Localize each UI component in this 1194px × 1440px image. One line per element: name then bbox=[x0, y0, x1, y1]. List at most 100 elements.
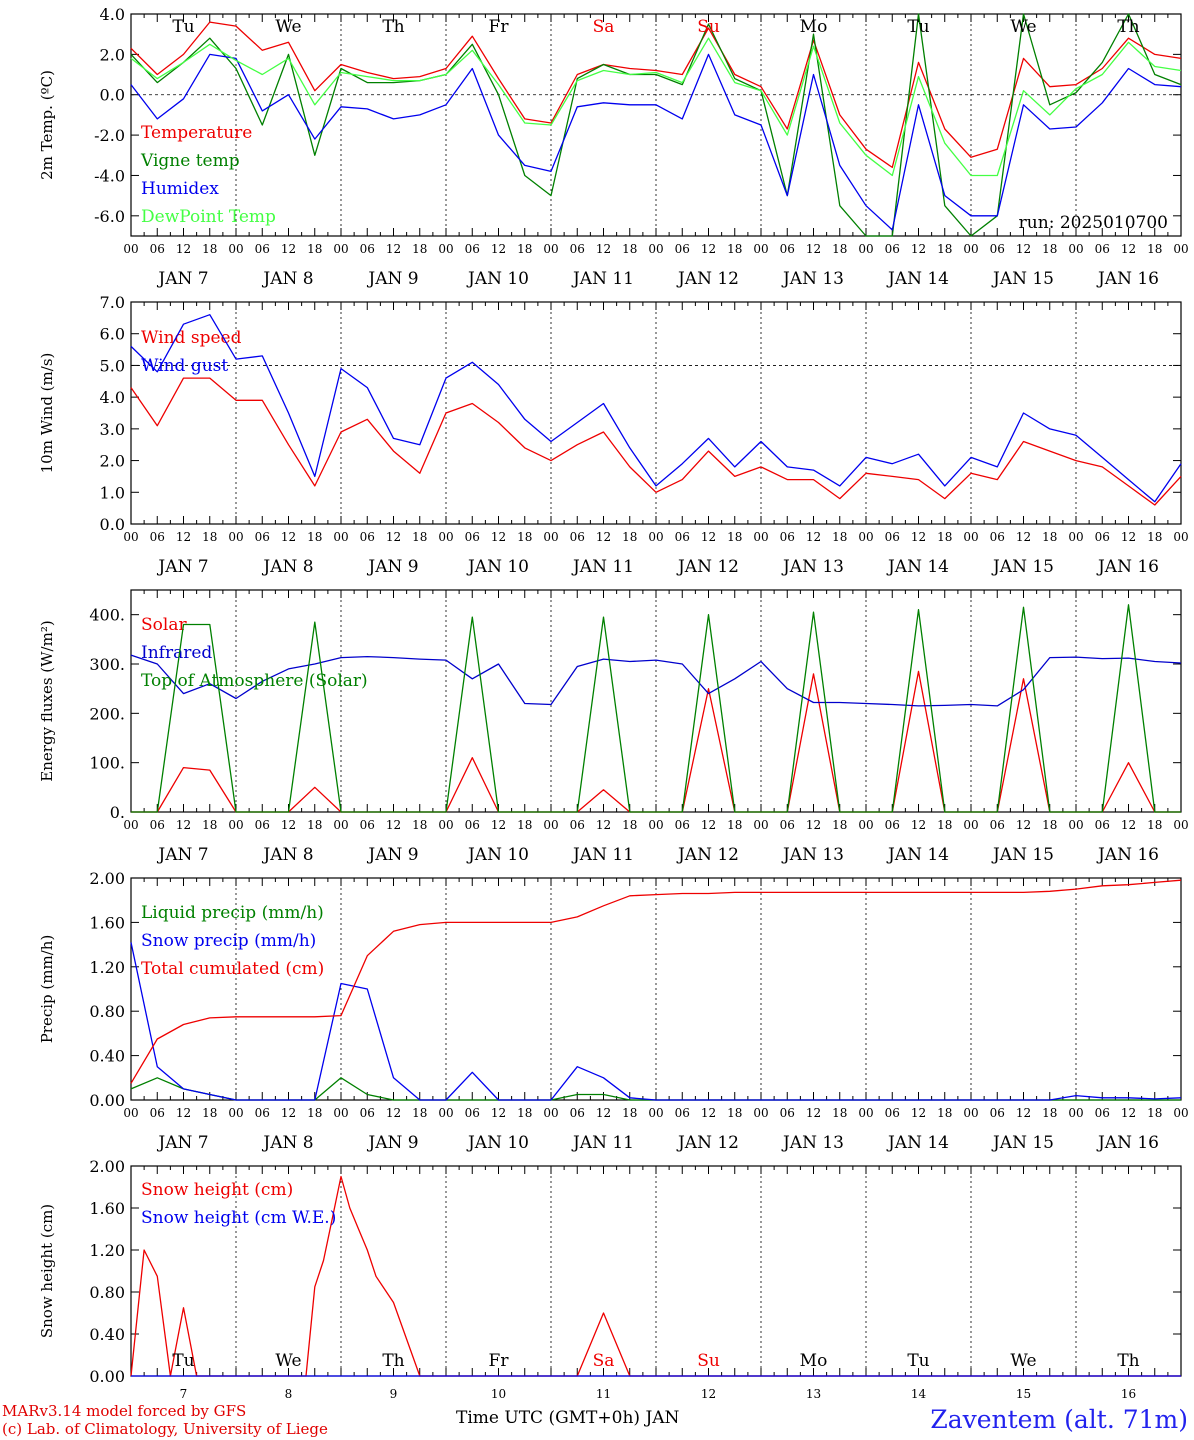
data-point bbox=[340, 72, 341, 73]
data-point bbox=[498, 84, 499, 85]
x-hour-label: 06 bbox=[360, 242, 375, 256]
x-hour-label: 00 bbox=[228, 818, 243, 832]
day-name-top: We bbox=[275, 17, 301, 37]
data-point bbox=[655, 660, 656, 661]
data-point bbox=[288, 668, 289, 669]
x-date-label: JAN 7 bbox=[156, 557, 208, 577]
x-hour-label: 00 bbox=[1068, 530, 1083, 544]
x-hour-label: 12 bbox=[911, 530, 926, 544]
data-point bbox=[1075, 657, 1076, 658]
x-hour-label: 18 bbox=[307, 530, 322, 544]
data-point bbox=[419, 1099, 420, 1100]
data-point bbox=[472, 1072, 473, 1073]
data-point bbox=[944, 485, 945, 486]
data-point bbox=[892, 175, 893, 176]
data-point bbox=[130, 54, 131, 55]
x-hour-label: 06 bbox=[360, 818, 375, 832]
series-humidex-line bbox=[130, 53, 1182, 231]
x-hour-label: 18 bbox=[937, 818, 952, 832]
x-hour-label: 18 bbox=[937, 1106, 952, 1120]
x-date-label: JAN 13 bbox=[781, 1133, 844, 1153]
data-point bbox=[183, 1307, 184, 1308]
data-point bbox=[524, 165, 525, 166]
data-point bbox=[970, 473, 971, 474]
data-point bbox=[472, 44, 473, 45]
data-point bbox=[603, 102, 604, 103]
data-point bbox=[183, 1375, 184, 1376]
data-point bbox=[603, 1375, 604, 1376]
data-point bbox=[332, 1375, 333, 1376]
data-point bbox=[288, 811, 289, 812]
x-hour-label: 18 bbox=[1147, 1106, 1162, 1120]
x-date-label: JAN 7 bbox=[156, 1133, 208, 1153]
x-hour-label: 12 bbox=[1121, 1106, 1136, 1120]
data-point bbox=[1023, 412, 1024, 413]
x-hour-label: 12 bbox=[386, 530, 401, 544]
data-point bbox=[1049, 811, 1050, 812]
data-point bbox=[524, 703, 525, 704]
data-point bbox=[813, 1099, 814, 1100]
data-point bbox=[183, 1024, 184, 1025]
data-point bbox=[130, 58, 131, 59]
data-point bbox=[375, 1276, 376, 1277]
x-axis-title: Time UTC (GMT+0h) JAN bbox=[456, 1408, 680, 1428]
day-name-top: Fr bbox=[489, 17, 510, 37]
data-point bbox=[944, 128, 945, 129]
x-hour-label: 12 bbox=[1016, 1106, 1031, 1120]
data-point bbox=[1023, 678, 1024, 679]
x-hour-label: 12 bbox=[281, 1106, 296, 1120]
day-name-top: We bbox=[1010, 17, 1036, 37]
x-date-label: JAN 8 bbox=[261, 845, 313, 865]
x-hour-label: 00 bbox=[438, 1106, 453, 1120]
data-point bbox=[708, 693, 709, 694]
x-hour-label: 00 bbox=[648, 1106, 663, 1120]
data-point bbox=[157, 811, 158, 812]
x-hour-label: 18 bbox=[1042, 242, 1057, 256]
x-hour-label: 06 bbox=[780, 818, 795, 832]
x-hour-label: 12 bbox=[806, 530, 821, 544]
x-hour-label: 00 bbox=[753, 1106, 768, 1120]
x-date-label: JAN 14 bbox=[886, 1133, 949, 1153]
data-point bbox=[1023, 13, 1024, 14]
data-point bbox=[157, 1077, 158, 1078]
data-point bbox=[944, 811, 945, 812]
x-hour-label: 06 bbox=[990, 1106, 1005, 1120]
data-point bbox=[209, 683, 210, 684]
data-point bbox=[577, 1375, 578, 1376]
data-point bbox=[760, 811, 761, 812]
x-hour-label: 18 bbox=[202, 530, 217, 544]
data-point bbox=[760, 90, 761, 91]
data-point bbox=[1180, 1099, 1181, 1100]
data-point bbox=[1023, 441, 1024, 442]
data-point bbox=[1154, 54, 1155, 55]
data-point bbox=[577, 666, 578, 667]
data-point bbox=[550, 441, 551, 442]
x-hour-label: 18 bbox=[727, 242, 742, 256]
x-hour-label: 00 bbox=[753, 818, 768, 832]
x-day-number: 10 bbox=[491, 1387, 506, 1401]
data-point bbox=[393, 657, 394, 658]
y-axis-label: Snow height (cm) bbox=[38, 1204, 56, 1338]
x-hour-label: 00 bbox=[543, 1106, 558, 1120]
station-name: Zaventem (alt. 71m) bbox=[930, 1405, 1188, 1434]
data-point bbox=[682, 811, 683, 812]
data-point bbox=[1049, 128, 1050, 129]
data-point bbox=[813, 74, 814, 75]
legend-series-wind-speed: Wind speed bbox=[141, 328, 242, 348]
data-point bbox=[130, 1375, 131, 1376]
x-hour-label: 06 bbox=[465, 1106, 480, 1120]
day-name-bottom: Tu bbox=[172, 1351, 194, 1371]
data-point bbox=[1154, 1099, 1155, 1100]
data-point bbox=[262, 400, 263, 401]
data-point bbox=[1128, 68, 1129, 69]
data-point bbox=[472, 68, 473, 69]
x-hour-label: 12 bbox=[176, 242, 191, 256]
x-hour-label: 06 bbox=[780, 242, 795, 256]
data-point bbox=[1102, 74, 1103, 75]
x-date-label: JAN 8 bbox=[261, 557, 313, 577]
data-point bbox=[1180, 1097, 1181, 1098]
y-tick-label: 0.00 bbox=[89, 1367, 125, 1386]
data-point bbox=[997, 479, 998, 480]
day-name-top: Th bbox=[382, 17, 404, 37]
data-point bbox=[1049, 451, 1050, 452]
